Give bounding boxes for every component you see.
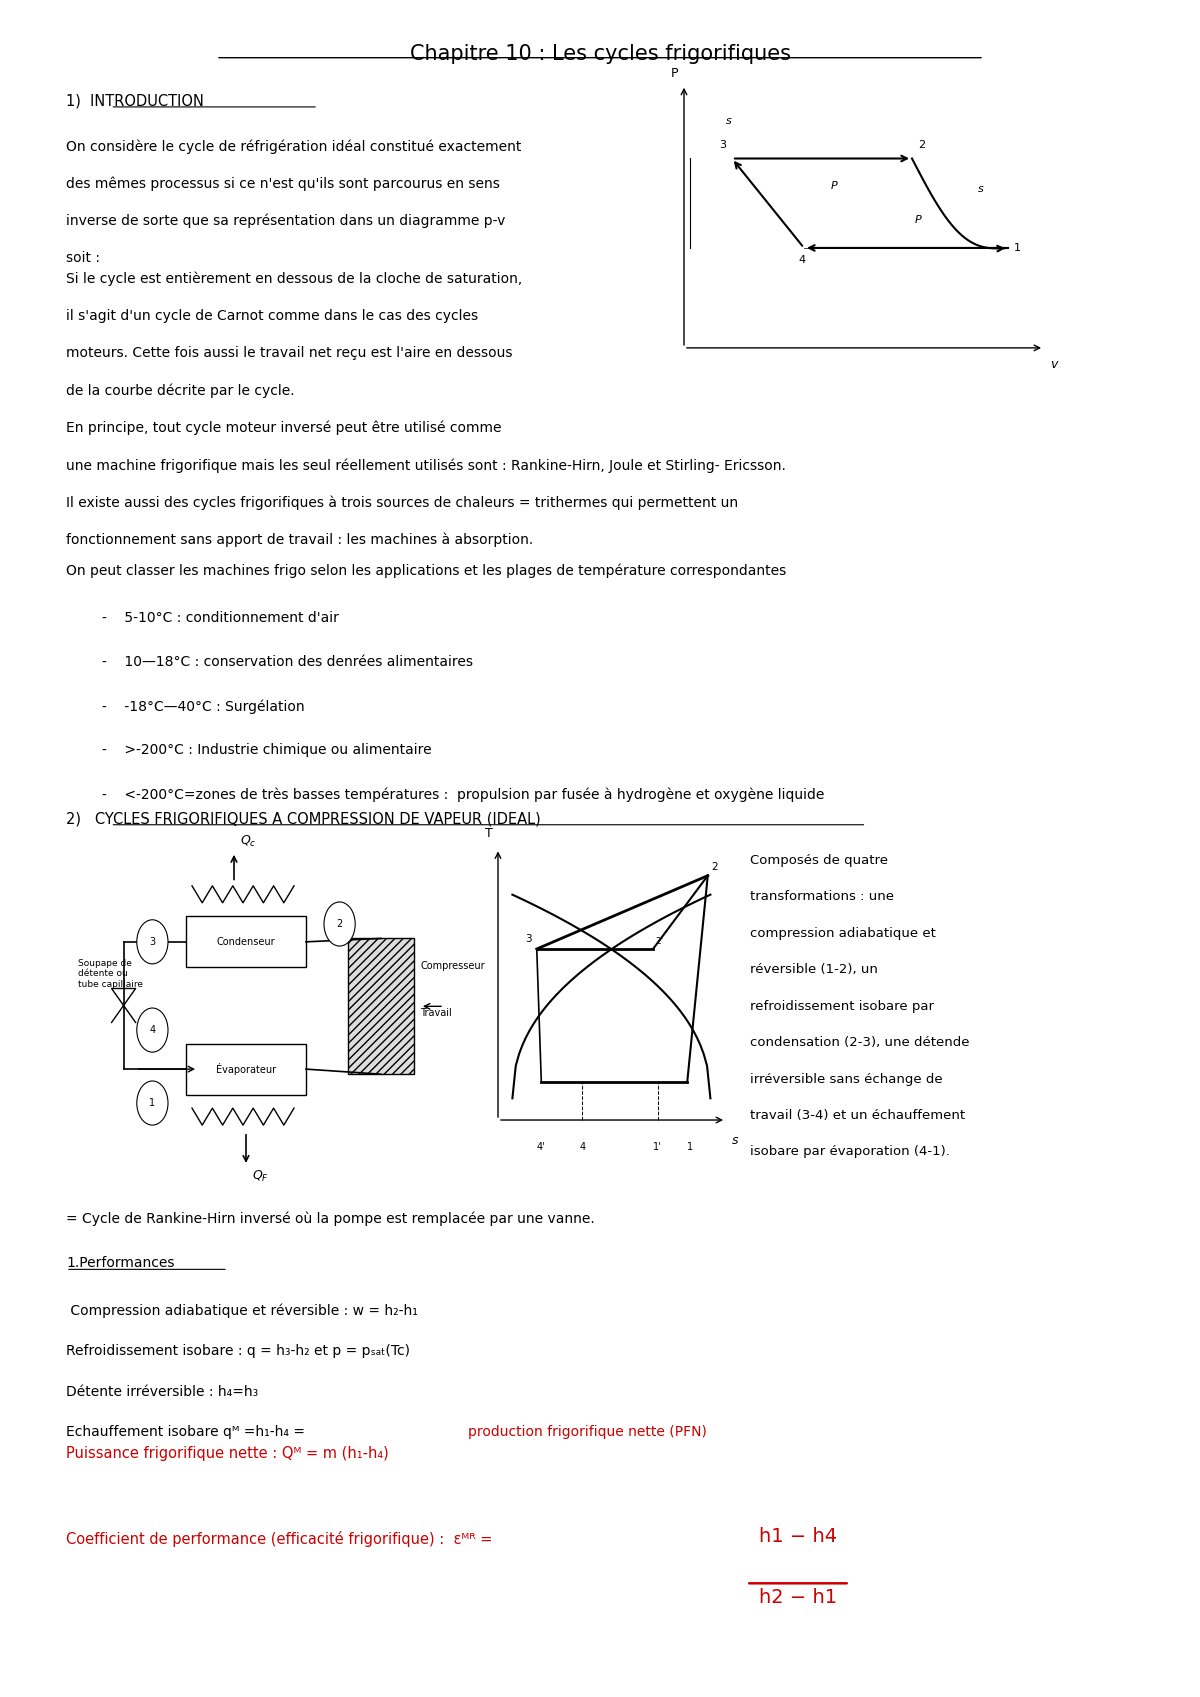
- Text: 4: 4: [580, 1142, 586, 1152]
- Text: T: T: [485, 826, 492, 840]
- Bar: [348, 938, 414, 1074]
- Text: h2 − h1: h2 − h1: [758, 1588, 838, 1607]
- Text: inverse de sorte que sa représentation dans un diagramme p-v: inverse de sorte que sa représentation d…: [66, 214, 505, 229]
- Text: = Cycle de Rankine-Hirn inversé où la pompe est remplacée par une vanne.: = Cycle de Rankine-Hirn inversé où la po…: [66, 1212, 595, 1227]
- Text: Echauffement isobare qᴹ =h₁-h₄ =: Echauffement isobare qᴹ =h₁-h₄ =: [66, 1425, 310, 1439]
- Text: 2)   CYCLES FRIGORIFIQUES A COMPRESSION DE VAPEUR (IDEAL): 2) CYCLES FRIGORIFIQUES A COMPRESSION DE…: [66, 811, 541, 826]
- Text: 1': 1': [653, 1142, 662, 1152]
- Text: P: P: [830, 182, 838, 192]
- Bar: [186, 916, 306, 967]
- Text: 1: 1: [149, 1098, 156, 1108]
- Bar: [186, 1044, 306, 1095]
- Text: 3: 3: [526, 933, 532, 944]
- Text: 2': 2': [655, 937, 664, 945]
- Text: une machine frigorifique mais les seul réellement utilisés sont : Rankine-Hirn, : une machine frigorifique mais les seul r…: [66, 458, 786, 473]
- Text: travail (3-4) et un échauffement: travail (3-4) et un échauffement: [750, 1110, 965, 1122]
- Text: En principe, tout cycle moteur inversé peut être utilisé comme: En principe, tout cycle moteur inversé p…: [66, 421, 502, 436]
- Text: soit :: soit :: [66, 251, 100, 265]
- Text: isobare par évaporation (4-1).: isobare par évaporation (4-1).: [750, 1145, 950, 1159]
- Text: -    <-200°C=zones de très basses températures :  propulsion par fusée à hydrogè: - <-200°C=zones de très basses températu…: [102, 787, 824, 803]
- Text: 4: 4: [149, 1025, 156, 1035]
- Text: fonctionnement sans apport de travail : les machines à absorption.: fonctionnement sans apport de travail : …: [66, 533, 533, 548]
- Text: h1 − h4: h1 − h4: [758, 1527, 838, 1546]
- Text: P: P: [914, 216, 922, 226]
- Text: 2: 2: [712, 862, 718, 872]
- Text: Compression adiabatique et réversible : w = h₂-h₁: Compression adiabatique et réversible : …: [66, 1303, 418, 1319]
- Text: 4': 4': [538, 1142, 546, 1152]
- Text: v: v: [1050, 358, 1057, 372]
- Text: $Q_c$: $Q_c$: [240, 835, 257, 848]
- Circle shape: [137, 920, 168, 964]
- Text: production frigorifique nette (PFN): production frigorifique nette (PFN): [468, 1425, 707, 1439]
- Text: Refroidissement isobare : q = h₃-h₂ et p = pₛₐₜ(Tc): Refroidissement isobare : q = h₃-h₂ et p…: [66, 1344, 410, 1358]
- Text: 1: 1: [686, 1142, 692, 1152]
- Circle shape: [137, 1081, 168, 1125]
- Text: compression adiabatique et: compression adiabatique et: [750, 927, 936, 940]
- Text: On considère le cycle de réfrigération idéal constitué exactement: On considère le cycle de réfrigération i…: [66, 139, 521, 154]
- Text: Détente irréversible : h₄=h₃: Détente irréversible : h₄=h₃: [66, 1385, 258, 1398]
- Text: réversible (1-2), un: réversible (1-2), un: [750, 964, 878, 976]
- Text: s: s: [732, 1134, 738, 1147]
- Text: -    -18°C—40°C : Surgélation: - -18°C—40°C : Surgélation: [102, 699, 305, 714]
- Text: P: P: [671, 66, 678, 80]
- Text: 1: 1: [1014, 243, 1021, 253]
- Text: Puissance frigorifique nette : Qᴹ = m (h₁-h₄): Puissance frigorifique nette : Qᴹ = m (h…: [66, 1446, 389, 1461]
- Text: Condenseur: Condenseur: [217, 937, 275, 947]
- Text: Il existe aussi des cycles frigorifiques à trois sources de chaleurs = tritherme: Il existe aussi des cycles frigorifiques…: [66, 496, 738, 511]
- Text: Si le cycle est entièrement en dessous de la cloche de saturation,: Si le cycle est entièrement en dessous d…: [66, 272, 522, 287]
- Text: refroidissement isobare par: refroidissement isobare par: [750, 1000, 934, 1013]
- Text: Coefficient de performance (efficacité frigorifique) :  εᴹᴿ =: Coefficient de performance (efficacité f…: [66, 1531, 492, 1546]
- Text: condensation (2-3), une détende: condensation (2-3), une détende: [750, 1035, 970, 1049]
- Text: Évaporateur: Évaporateur: [216, 1062, 276, 1076]
- Text: 1)  INTRODUCTION: 1) INTRODUCTION: [66, 93, 204, 109]
- Text: -    10—18°C : conservation des denrées alimentaires: - 10—18°C : conservation des denrées ali…: [102, 655, 473, 669]
- Text: 3: 3: [719, 141, 726, 149]
- Text: 1.Performances: 1.Performances: [66, 1256, 174, 1269]
- Text: s: s: [978, 183, 984, 193]
- Text: Composés de quatre: Composés de quatre: [750, 854, 888, 867]
- Text: de la courbe décrite par le cycle.: de la courbe décrite par le cycle.: [66, 384, 295, 399]
- Text: -    >-200°C : Industrie chimique ou alimentaire: - >-200°C : Industrie chimique ou alimen…: [102, 743, 432, 757]
- Text: s: s: [726, 117, 732, 126]
- Text: $Q_F$: $Q_F$: [252, 1169, 269, 1183]
- Text: -    5-10°C : conditionnement d'air: - 5-10°C : conditionnement d'air: [102, 611, 338, 624]
- Text: des mêmes processus si ce n'est qu'ils sont parcourus en sens: des mêmes processus si ce n'est qu'ils s…: [66, 176, 500, 192]
- Text: 2: 2: [918, 141, 925, 149]
- Circle shape: [324, 901, 355, 945]
- Text: il s'agit d'un cycle de Carnot comme dans le cas des cycles: il s'agit d'un cycle de Carnot comme dan…: [66, 309, 478, 322]
- Text: 2: 2: [336, 920, 343, 928]
- Text: 4: 4: [798, 255, 805, 265]
- Text: On peut classer les machines frigo selon les applications et les plages de tempé: On peut classer les machines frigo selon…: [66, 563, 786, 579]
- Text: Compresseur: Compresseur: [420, 961, 485, 971]
- Text: Chapitre 10 : Les cycles frigorifiques: Chapitre 10 : Les cycles frigorifiques: [409, 44, 791, 64]
- Text: Soupape de
détente ou
tube capillaire: Soupape de détente ou tube capillaire: [78, 959, 143, 989]
- Text: Travail: Travail: [420, 1008, 451, 1018]
- Text: moteurs. Cette fois aussi le travail net reçu est l'aire en dessous: moteurs. Cette fois aussi le travail net…: [66, 346, 512, 360]
- Text: irréversible sans échange de: irréversible sans échange de: [750, 1073, 943, 1086]
- Text: transformations : une: transformations : une: [750, 889, 894, 903]
- Text: 3: 3: [149, 937, 156, 947]
- Circle shape: [137, 1008, 168, 1052]
